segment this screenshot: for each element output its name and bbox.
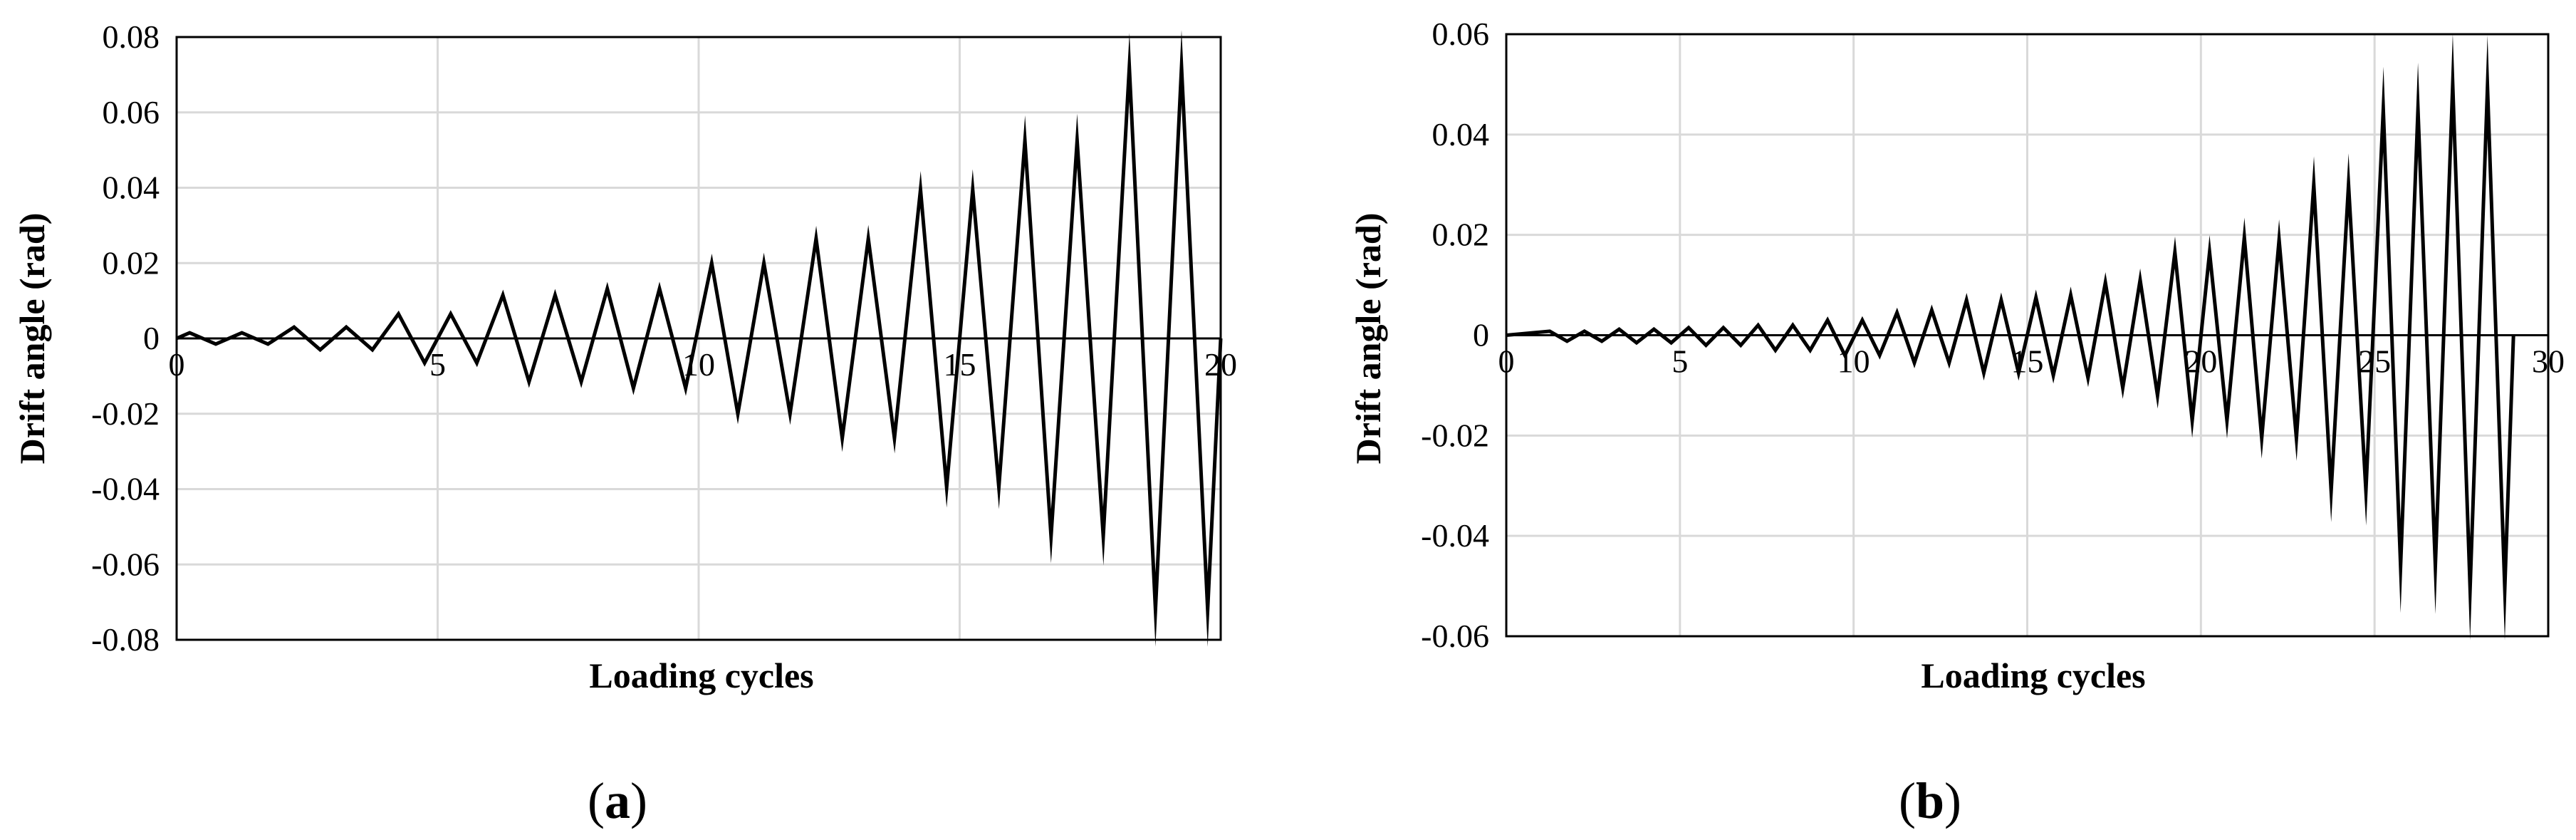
chart-b-x-tick-label: 5	[1672, 343, 1688, 380]
chart-b-y-tick-label: -0.06	[1421, 618, 1489, 654]
chart-a-x-tick-label: 20	[1204, 346, 1237, 383]
chart-b-x-tick-labels: 0 5 10 15 20 25 30	[1498, 343, 2565, 380]
chart-b-y-axis-title: Drift angle (rad)	[1348, 213, 1388, 465]
chart-b-x-tick-label: 30	[2532, 343, 2565, 380]
chart-a-caption-letter: a	[605, 772, 630, 829]
chart-a-y-tick-labels: 0.08 0.06 0.04 0.02 0 -0.02 -0.04 -0.06 -0.08	[91, 19, 160, 658]
chart-b-y-tick-labels: 0.06 0.04 0.02 0 -0.02 -0.04 -0.06	[1421, 16, 1489, 654]
chart-a-y-tick-label: 0.08	[103, 19, 160, 55]
chart-b: 0 5 10 15 20 25 30 0.06 0.04 0.02 0 -0.02 -0.04 -0.0…	[1348, 16, 2565, 829]
chart-a-x-tick-labels: 0 5 10 15 20	[169, 346, 1238, 383]
chart-b-caption-letter: b	[1916, 772, 1944, 829]
chart-a-y-tick-label: -0.06	[91, 546, 160, 582]
chart-b-x-tick-label: 20	[2184, 343, 2217, 380]
chart-a-y-axis-title: Drift angle (rad)	[12, 213, 52, 465]
chart-a-y-tick-label: -0.04	[91, 471, 160, 507]
chart-b-y-tick-label: -0.02	[1421, 417, 1489, 453]
chart-a-y-tick-label: 0.04	[103, 170, 160, 206]
chart-b-y-tick-label: 0.02	[1432, 217, 1490, 253]
chart-b-y-tick-label: -0.04	[1421, 517, 1489, 554]
chart-a: 0 5 10 15 20 0.080.060.040.020-0.02-0.04-0.0…	[12, 19, 1237, 829]
chart-a-x-tick-label: 15	[944, 346, 976, 383]
chart-a-x-tick-label: 5	[429, 346, 446, 383]
chart-a-y-tick-label: 0.06	[103, 94, 160, 130]
chart-b-x-tick-label: 15	[2011, 343, 2044, 380]
chart-a-y-tick-label: 0.02	[103, 244, 160, 281]
chart-a-caption: (a)	[588, 772, 647, 829]
chart-a-y-tick-label: -0.08	[91, 621, 160, 658]
chart-a-series	[176, 30, 1223, 647]
chart-b-y-tick-label: 0.06	[1432, 16, 1490, 52]
chart-b-y-tick-label: 0	[1473, 317, 1489, 353]
chart-b-x-tick-label: 10	[1837, 343, 1870, 380]
chart-a-x-tick-label: 10	[682, 346, 715, 383]
chart-a-y-tick-label: -0.02	[91, 395, 160, 432]
chart-b-x-axis-title: Loading cycles	[1921, 655, 2145, 695]
chart-a-x-axis-title: Loading cycles	[589, 655, 813, 695]
chart-b-series	[1506, 33, 2515, 641]
chart-b-caption: (b)	[1899, 772, 1961, 829]
chart-b-series-line	[1506, 33, 2515, 641]
chart-a-y-tick-label: 0	[143, 320, 160, 356]
chart-a-series-line	[176, 30, 1223, 647]
chart-a-x-tick-label: 0	[169, 346, 185, 383]
chart-b-y-tick-label: 0.04	[1432, 116, 1490, 152]
chart-b-x-tick-label: 0	[1498, 343, 1515, 380]
chart-b-x-tick-label: 25	[2358, 343, 2391, 380]
